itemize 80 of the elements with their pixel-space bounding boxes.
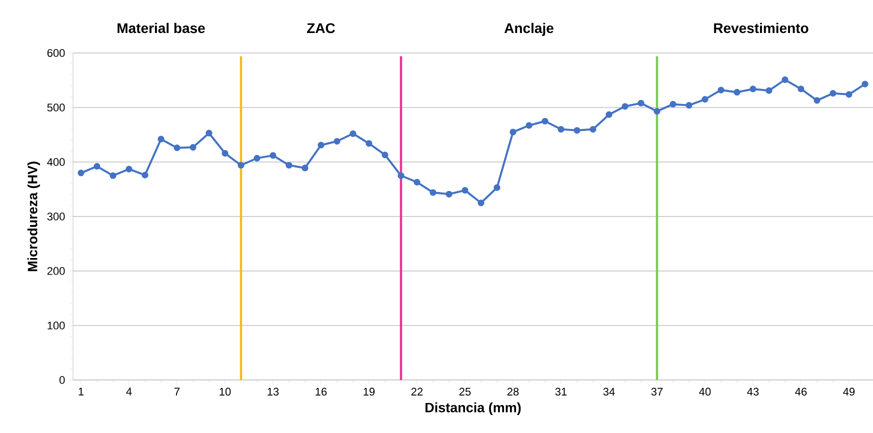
- point: [638, 100, 644, 106]
- y-tick-label: 500: [47, 104, 65, 112]
- x-tick-label: 49: [843, 388, 855, 396]
- point: [318, 142, 324, 148]
- point: [862, 80, 868, 88]
- text: Material base: [118, 22, 205, 34]
- point: [286, 162, 292, 169]
- x-axis-title: Distancia (mm): [426, 402, 521, 416]
- x-tick-label: 16: [316, 388, 327, 396]
- x-tick-label: 22: [411, 388, 423, 396]
- point: [206, 130, 212, 136]
- point: [590, 126, 596, 133]
- point: [606, 111, 612, 118]
- point: [446, 190, 452, 198]
- point: [526, 122, 532, 129]
- point: [158, 136, 164, 142]
- point: [766, 87, 772, 94]
- y-axis-title: Microdureza (HV): [27, 162, 40, 272]
- text: Anclaje: [504, 22, 554, 36]
- point: [478, 200, 484, 206]
- point: [462, 187, 468, 194]
- point: [846, 91, 852, 98]
- point: [94, 163, 100, 170]
- y-tick-label: 400: [47, 158, 65, 166]
- point: [126, 166, 132, 172]
- point: [414, 178, 420, 186]
- point: [510, 128, 516, 136]
- text: ZAC: [307, 23, 336, 34]
- x-tick-label: 37: [651, 388, 663, 396]
- point: [334, 138, 340, 145]
- point: [222, 150, 228, 157]
- point: [558, 126, 564, 133]
- point: [254, 154, 260, 162]
- x-tick-label: 43: [747, 388, 759, 396]
- point: [702, 96, 708, 103]
- point: [622, 103, 628, 110]
- y-tick-label: 600: [47, 49, 65, 57]
- x-tick-label: 7: [174, 388, 180, 396]
- y-tick-label: 300: [47, 212, 65, 220]
- x-tick-label: 25: [459, 388, 471, 396]
- x-tick-label: 46: [795, 388, 807, 396]
- point: [670, 100, 676, 108]
- point: [142, 172, 148, 178]
- point: [686, 102, 692, 109]
- y-tick-label: 100: [48, 322, 65, 330]
- x-tick-label: 4: [126, 388, 132, 396]
- point: [78, 170, 84, 176]
- point: [574, 127, 580, 134]
- point: [302, 164, 308, 172]
- point: [382, 152, 388, 158]
- point: [270, 152, 276, 159]
- x-tick-label: 31: [555, 388, 567, 396]
- x-tick-label: 40: [699, 388, 711, 396]
- x-tick-label: 19: [364, 388, 375, 396]
- point: [366, 140, 372, 147]
- y-tick-label: 0: [60, 376, 65, 384]
- x-tick-label: 1: [78, 388, 84, 396]
- x-tick-label: 34: [603, 388, 615, 396]
- point: [190, 144, 196, 151]
- point: [734, 88, 740, 96]
- text: Revestimiento: [714, 22, 808, 34]
- point: [798, 86, 804, 92]
- point: [718, 86, 724, 94]
- point: [238, 162, 244, 169]
- point: [750, 86, 756, 92]
- point: [782, 76, 788, 83]
- x-tick-label: 13: [268, 388, 279, 396]
- point: [830, 90, 836, 97]
- x-tick-label: 28: [507, 388, 519, 396]
- point: [494, 184, 500, 191]
- x-tick-label: 10: [220, 388, 231, 396]
- point: [430, 189, 436, 196]
- point: [350, 130, 356, 137]
- point: [110, 172, 116, 179]
- point: [542, 118, 548, 124]
- point: [174, 144, 180, 152]
- point: [398, 172, 404, 179]
- point: [654, 108, 660, 115]
- point: [814, 97, 820, 104]
- y-tick-label: 200: [47, 267, 65, 275]
